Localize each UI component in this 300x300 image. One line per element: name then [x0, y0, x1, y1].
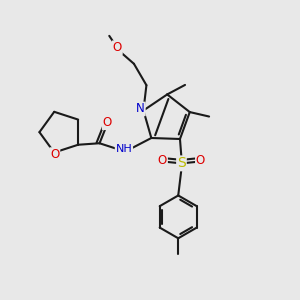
Text: O: O — [103, 116, 112, 129]
Text: O: O — [50, 148, 59, 161]
Text: O: O — [113, 41, 122, 54]
Text: NH: NH — [116, 144, 132, 154]
Text: S: S — [177, 156, 186, 170]
Text: O: O — [158, 154, 167, 167]
Text: O: O — [196, 154, 205, 167]
Text: N: N — [136, 103, 145, 116]
